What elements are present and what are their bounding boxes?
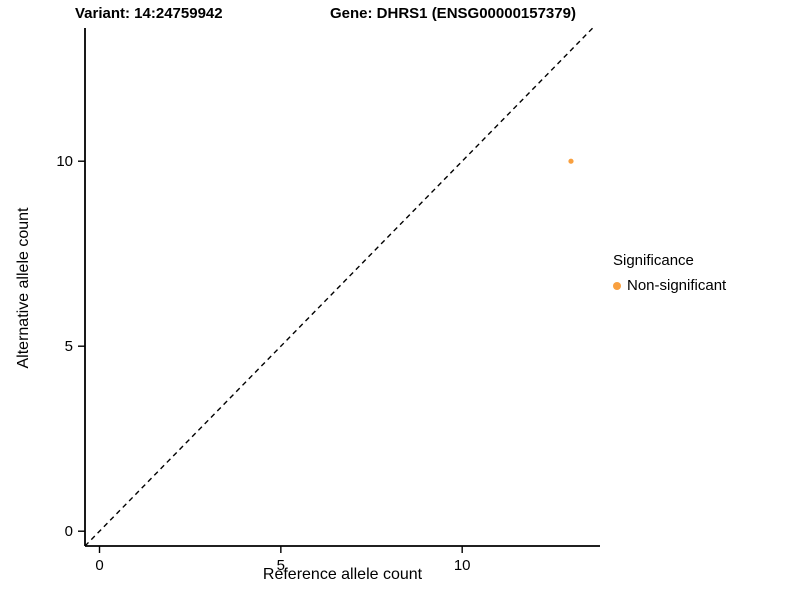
legend-point-icon — [613, 281, 621, 290]
x-tick-label: 0 — [95, 557, 103, 574]
legend: Significance Non-significant — [613, 252, 726, 294]
y-tick-label: 0 — [65, 523, 73, 540]
data-point — [568, 158, 574, 164]
x-tick-label: 10 — [454, 557, 471, 574]
x-tick-label: 5 — [277, 557, 285, 574]
legend-item-label: Non-significant — [627, 277, 727, 294]
y-tick-label: 10 — [56, 153, 73, 170]
legend-item-non-significant: Non-significant — [613, 277, 726, 294]
variant-title: Variant: 14:24759942 — [75, 5, 223, 22]
y-tick-label: 5 — [65, 338, 73, 355]
x-axis-label: Reference allele count — [262, 566, 423, 583]
gene-title: Gene: DHRS1 (ENSG00000157379) — [330, 5, 576, 22]
identity-line — [84, 27, 594, 547]
y-axis-label: Alternative allele count — [15, 207, 32, 369]
legend-title: Significance — [613, 252, 694, 269]
